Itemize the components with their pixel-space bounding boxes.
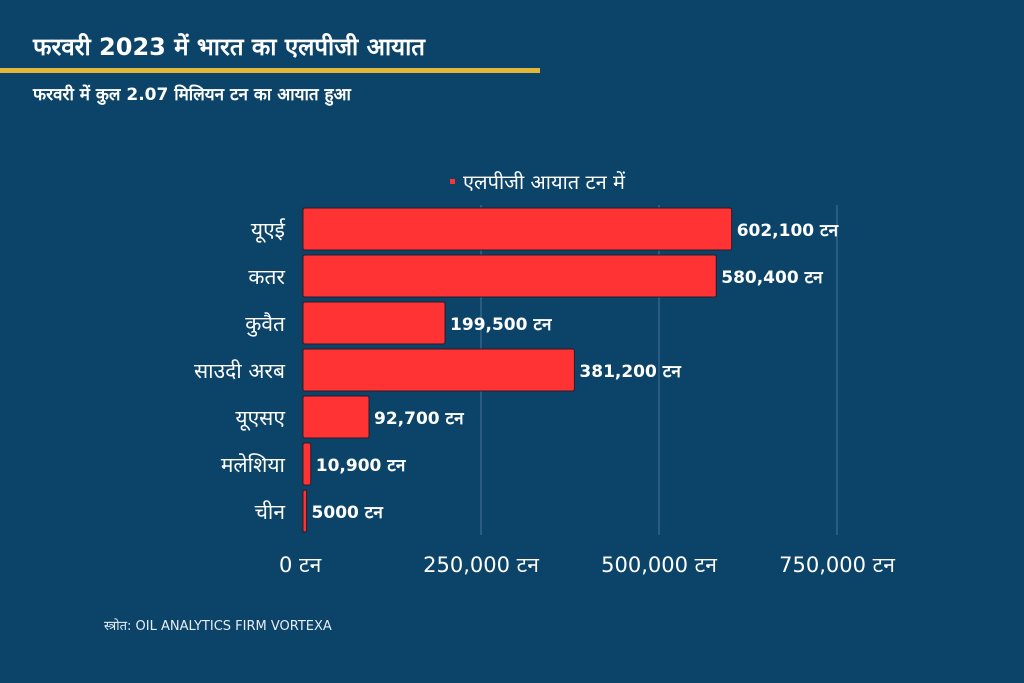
bar (302, 489, 308, 533)
x-tick-label: 750,000 टन (779, 553, 895, 577)
data-label: 381,200 टन (579, 362, 681, 382)
chart-title: फरवरी 2023 में भारत का एलपीजी आयात (33, 33, 425, 61)
x-tick-label: 0 टन (279, 553, 322, 577)
chart-subtitle: फरवरी में कुल 2.07 मिलियन टन का आयात हुआ (33, 85, 351, 105)
bar (302, 395, 370, 439)
category-label: कतर (248, 265, 285, 289)
category-label: मलेशिया (221, 453, 286, 477)
bar (302, 254, 717, 298)
data-label: 5000 टन (312, 503, 384, 523)
bar (302, 348, 575, 392)
x-tick-label: 500,000 टन (601, 553, 717, 577)
data-label: 199,500 टन (450, 315, 552, 335)
legend: एलपीजी आयात टन में (450, 168, 625, 195)
bar (302, 207, 733, 251)
data-label: 92,700 टन (374, 409, 464, 429)
data-label: 602,100 टन (737, 221, 839, 241)
category-label: कुवैत (245, 312, 286, 337)
data-label: 10,900 टन (316, 456, 406, 476)
x-tick-label: 250,000 टन (423, 553, 539, 577)
legend-swatch (450, 179, 455, 184)
category-label: यूएई (251, 218, 286, 243)
bar (302, 442, 312, 486)
category-label: चीन (255, 500, 286, 524)
category-label: साउदी अरब (194, 359, 286, 383)
source-note: स्त्रोत: OIL ANALYTICS FIRM VORTEXA (104, 619, 332, 634)
data-label: 580,400 टन (721, 268, 823, 288)
title-underline (0, 68, 540, 73)
legend-label: एलपीजी आयात टन में (463, 170, 626, 194)
bar (302, 301, 446, 345)
category-label: यूएसए (235, 406, 285, 431)
